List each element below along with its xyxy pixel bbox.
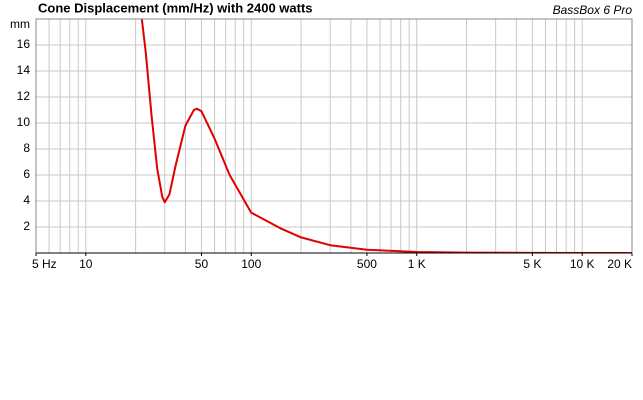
y-axis-label: mm xyxy=(10,17,30,31)
y-tick-label: 2 xyxy=(23,219,30,233)
x-tick-label: 10 xyxy=(79,257,93,271)
brand-label: BassBox 6 Pro xyxy=(553,3,633,17)
y-tick-label: 8 xyxy=(23,141,30,155)
y-tick-label: 16 xyxy=(17,37,31,51)
x-tick-label: 100 xyxy=(241,257,261,271)
grid xyxy=(35,19,633,256)
x-tick-label: 500 xyxy=(357,257,377,271)
y-tick-label: 12 xyxy=(17,89,31,103)
data-line xyxy=(140,19,632,253)
x-tick-label: 5 K xyxy=(523,257,541,271)
x-tick-label: 5 Hz xyxy=(32,257,57,271)
plot xyxy=(140,19,632,253)
y-tick-label: 6 xyxy=(23,167,30,181)
y-tick-label: 14 xyxy=(17,63,31,77)
x-tick-label: 20 K xyxy=(607,257,632,271)
x-tick-label: 50 xyxy=(195,257,209,271)
chart-title: Cone Displacement (mm/Hz) with 2400 watt… xyxy=(38,0,313,15)
x-tick-label: 1 K xyxy=(408,257,426,271)
y-tick-label: 4 xyxy=(23,193,30,207)
y-tick-label: 10 xyxy=(17,115,31,129)
x-tick-label: 10 K xyxy=(570,257,595,271)
